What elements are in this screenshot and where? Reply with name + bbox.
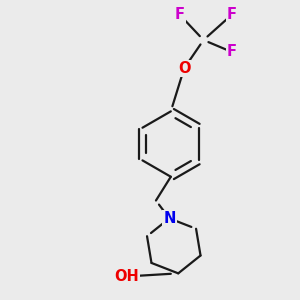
Text: OH: OH [114, 269, 139, 284]
Text: F: F [227, 44, 237, 59]
Text: O: O [178, 61, 190, 76]
Text: F: F [227, 7, 237, 22]
Text: N: N [163, 211, 176, 226]
Text: F: F [175, 7, 185, 22]
